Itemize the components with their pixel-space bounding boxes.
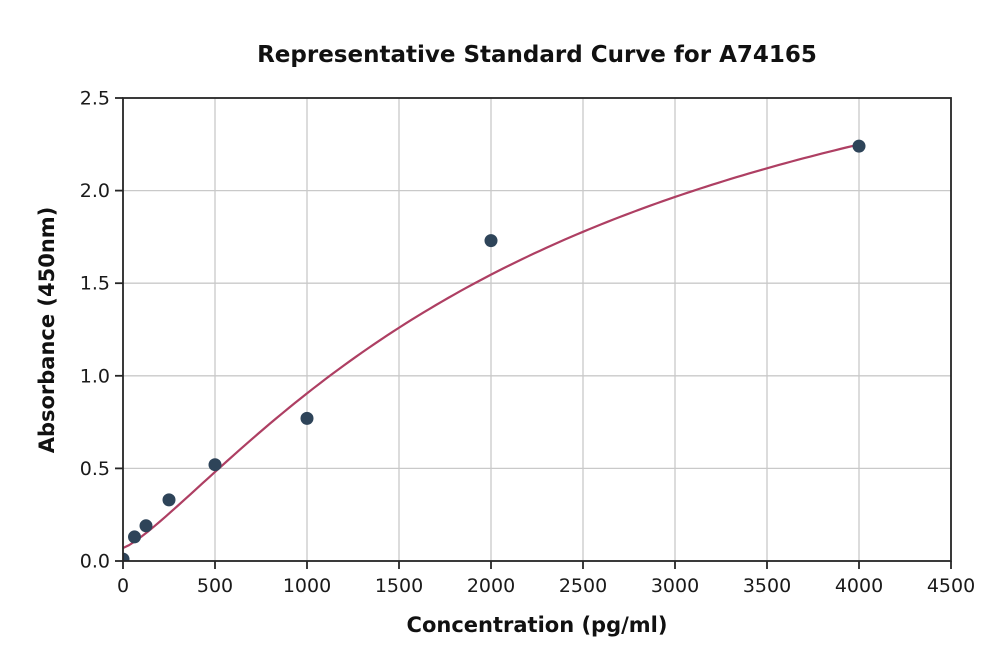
x-tick-label: 0	[117, 575, 129, 597]
x-tick-label: 2500	[559, 575, 607, 597]
plot-border	[122, 97, 952, 562]
y-tick-label: 1.0	[80, 365, 110, 387]
grid	[122, 97, 952, 562]
data-point	[300, 411, 314, 425]
data-point	[123, 552, 130, 561]
data-point	[484, 234, 498, 248]
y-tick-label: 2.0	[80, 180, 110, 202]
fit-curve-line	[123, 143, 861, 550]
x-tick-label: 1000	[283, 575, 331, 597]
y-tick-label: 0.0	[80, 551, 110, 573]
data-point	[139, 519, 153, 533]
x-tick-label: 3000	[651, 575, 699, 597]
x-tick-label: 500	[197, 575, 233, 597]
data-point	[162, 493, 176, 507]
chart-title: Representative Standard Curve for A74165	[257, 42, 817, 68]
x-tick-label: 4500	[927, 575, 975, 597]
axis-ticks: 0 500 1000 1500 2000 2500 3000 3500 4000 4500 0.0 0…	[80, 88, 975, 598]
x-tick-label: 3500	[743, 575, 791, 597]
data-point	[852, 139, 866, 153]
y-tick-label: 2.5	[80, 88, 110, 110]
data-layer	[123, 139, 866, 561]
y-axis-label: Absorbance (450nm)	[35, 206, 59, 454]
x-tick-label: 2000	[467, 575, 515, 597]
data-point	[208, 458, 222, 472]
y-tick-label: 0.5	[80, 458, 110, 480]
data-point	[128, 530, 141, 544]
y-tick-label: 1.5	[80, 273, 110, 295]
x-tick-label: 1500	[375, 575, 423, 597]
x-axis-label: Concentration (pg/ml)	[406, 613, 668, 637]
x-tick-label: 4000	[835, 575, 883, 597]
